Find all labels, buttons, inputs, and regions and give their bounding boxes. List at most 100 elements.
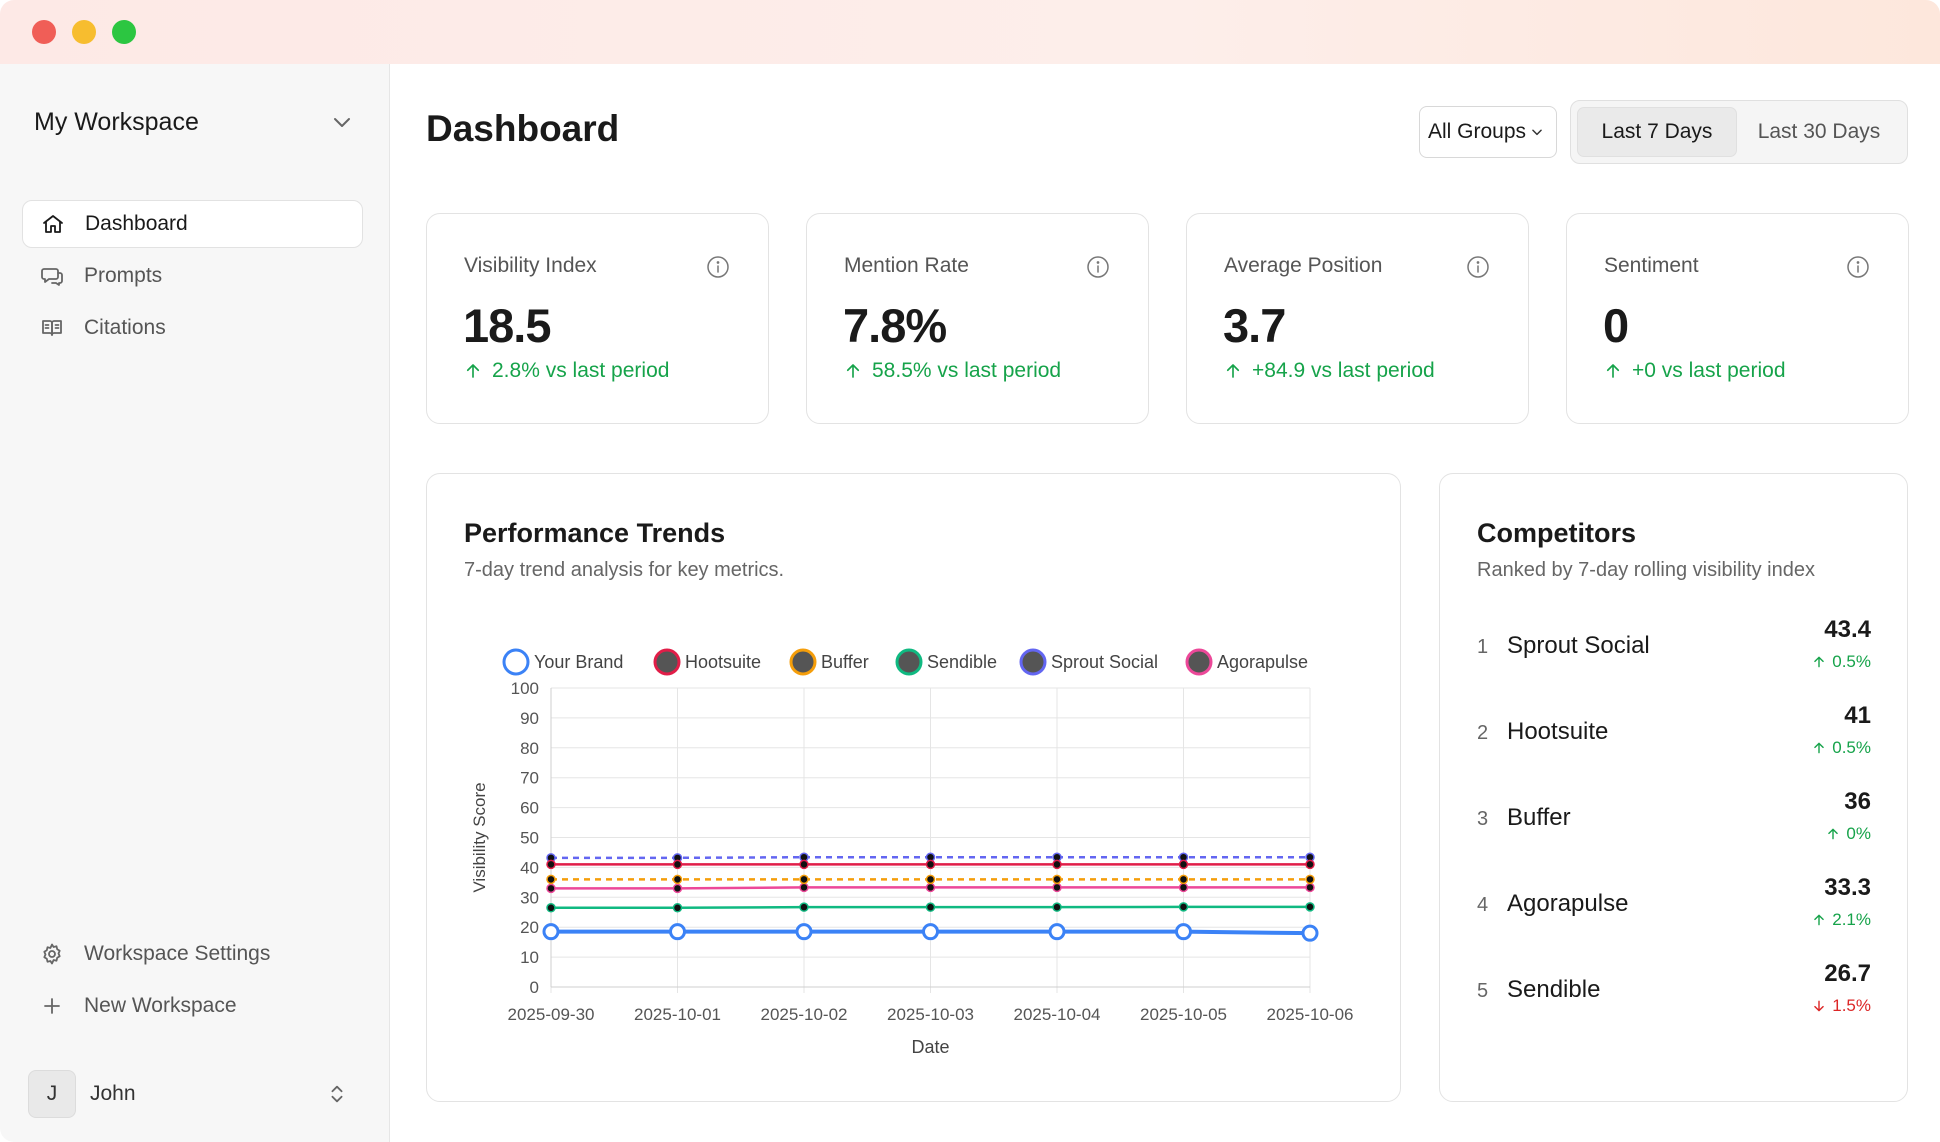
legend-label: Sprout Social xyxy=(1051,652,1158,672)
arrow-up-icon xyxy=(1814,914,1825,926)
competitor-rank: 1 xyxy=(1477,636,1489,658)
sidebar-item-label: Prompts xyxy=(84,264,163,287)
competitor-rank: 2 xyxy=(1477,722,1489,744)
legend-label: Agorapulse xyxy=(1217,652,1308,672)
info-icon[interactable] xyxy=(706,255,730,279)
data-point xyxy=(1301,924,1319,942)
data-point xyxy=(1052,859,1062,870)
book-icon xyxy=(42,320,62,336)
data-point xyxy=(672,859,683,870)
data-point xyxy=(1052,874,1062,885)
group-select[interactable]: All Groups xyxy=(1419,106,1557,158)
competitor-score: 36 xyxy=(1844,788,1871,815)
stat-value: 3.7 xyxy=(1223,299,1286,352)
competitor-rank: 3 xyxy=(1477,808,1489,830)
competitor-name: Sprout Social xyxy=(1507,632,1650,659)
competitor-score: 41 xyxy=(1844,702,1871,729)
data-point xyxy=(1178,859,1189,870)
info-icon[interactable] xyxy=(1086,255,1110,279)
x-tick-label: 2025-10-05 xyxy=(1140,1005,1227,1024)
x-tick-label: 2025-10-01 xyxy=(634,1005,721,1024)
competitor-score: 43.4 xyxy=(1824,616,1871,643)
data-point xyxy=(799,902,809,912)
x-tick-label: 2025-10-06 xyxy=(1267,1005,1354,1024)
x-tick-label: 2025-10-04 xyxy=(1014,1005,1101,1024)
minimize-window-button[interactable] xyxy=(72,20,96,44)
home-icon xyxy=(43,215,63,233)
competitor-change: 0% xyxy=(1826,824,1871,844)
sidebar-item-new-workspace[interactable]: New Workspace xyxy=(22,982,363,1030)
range-last-30-days[interactable]: Last 30 Days xyxy=(1757,120,1881,143)
competitor-name: Buffer xyxy=(1507,804,1571,831)
y-tick-label: 20 xyxy=(520,918,539,937)
y-tick-label: 50 xyxy=(520,829,539,848)
stat-change: +0 vs last period xyxy=(1604,359,1786,383)
performance-trends-panel: Performance Trends 7-day trend analysis … xyxy=(426,473,1401,1102)
range-last-7-days[interactable]: Last 7 Days xyxy=(1577,107,1737,157)
close-window-button[interactable] xyxy=(32,20,56,44)
competitor-name: Sendible xyxy=(1507,976,1601,1003)
competitor-name: Hootsuite xyxy=(1507,718,1609,745)
stat-label: Sentiment xyxy=(1604,254,1699,277)
user-name: John xyxy=(90,1082,136,1105)
stat-change: +84.9 vs last period xyxy=(1224,359,1435,383)
stat-change-text: 2.8% vs last period xyxy=(492,359,670,382)
stat-change-text: 58.5% vs last period xyxy=(872,359,1062,382)
data-point xyxy=(672,874,683,885)
legend-marker xyxy=(653,648,681,676)
x-tick-label: 2025-10-03 xyxy=(887,1005,974,1024)
sidebar-item-label: Citations xyxy=(84,316,166,339)
data-point xyxy=(1178,882,1189,893)
panel-title: Competitors xyxy=(1477,518,1637,548)
data-point xyxy=(799,859,809,870)
competitors-panel: Competitors Ranked by 7-day rolling visi… xyxy=(1439,473,1908,1102)
user-menu[interactable]: J John xyxy=(28,1070,348,1118)
competitor-row[interactable]: 1 Sprout Social 43.4 0.5% xyxy=(1477,614,1871,684)
competitor-change-text: 1.5% xyxy=(1832,996,1871,1015)
info-icon[interactable] xyxy=(1846,255,1870,279)
competitor-row[interactable]: 2 Hootsuite 41 0.5% xyxy=(1477,700,1871,770)
maximize-window-button[interactable] xyxy=(112,20,136,44)
page-title: Dashboard xyxy=(426,108,620,149)
legend-label: Hootsuite xyxy=(685,652,761,672)
data-point xyxy=(546,883,556,894)
data-point xyxy=(799,874,809,885)
x-tick-label: 2025-09-30 xyxy=(508,1005,595,1024)
y-tick-label: 40 xyxy=(520,858,539,877)
sidebar-item-label: Workspace Settings xyxy=(84,942,271,965)
sidebar-item-prompts[interactable]: Prompts xyxy=(22,252,363,300)
sidebar-item-label: Dashboard xyxy=(85,212,188,235)
panel-title: Performance Trends xyxy=(464,518,726,548)
data-point xyxy=(542,923,560,941)
workspace-switcher[interactable]: My Workspace xyxy=(34,100,354,144)
sidebar-bottom-nav: Workspace Settings New Workspace xyxy=(22,930,363,1034)
data-point xyxy=(1178,874,1189,885)
arrow-up-icon xyxy=(1226,364,1240,378)
panel-subtitle: Ranked by 7-day rolling visibility index xyxy=(1477,559,1815,581)
y-axis-label: Visibility Score xyxy=(470,782,489,892)
arrow-up-icon xyxy=(1828,828,1839,840)
stat-value: 0 xyxy=(1603,299,1629,352)
competitor-rank: 5 xyxy=(1477,980,1489,1002)
competitor-row[interactable]: 4 Agorapulse 33.3 2.1% xyxy=(1477,872,1871,942)
competitor-row[interactable]: 5 Sendible 26.7 1.5% xyxy=(1477,958,1871,1028)
legend-marker xyxy=(1185,648,1213,676)
competitor-name: Agorapulse xyxy=(1507,890,1629,917)
chevron-up-down-icon xyxy=(331,1085,343,1103)
stat-value: 7.8% xyxy=(843,299,947,352)
chat-icon xyxy=(41,268,63,286)
stat-change-text: +84.9 vs last period xyxy=(1252,359,1435,382)
sidebar-item-dashboard[interactable]: Dashboard xyxy=(22,200,363,248)
competitor-change: 0.5% xyxy=(1812,738,1871,758)
data-point xyxy=(669,923,686,941)
sidebar-item-citations[interactable]: Citations xyxy=(22,304,363,352)
competitor-change-text: 0.5% xyxy=(1832,652,1871,671)
data-point xyxy=(925,902,936,912)
y-tick-label: 80 xyxy=(520,739,539,758)
competitor-change-text: 0.5% xyxy=(1832,738,1871,757)
competitor-row[interactable]: 3 Buffer 36 0% xyxy=(1477,786,1871,856)
sidebar-item-workspace-settings[interactable]: Workspace Settings xyxy=(22,930,363,978)
stat-card-visibility-index: Visibility Index 18.5 2.8% vs last perio… xyxy=(426,213,769,424)
info-icon[interactable] xyxy=(1466,255,1490,279)
